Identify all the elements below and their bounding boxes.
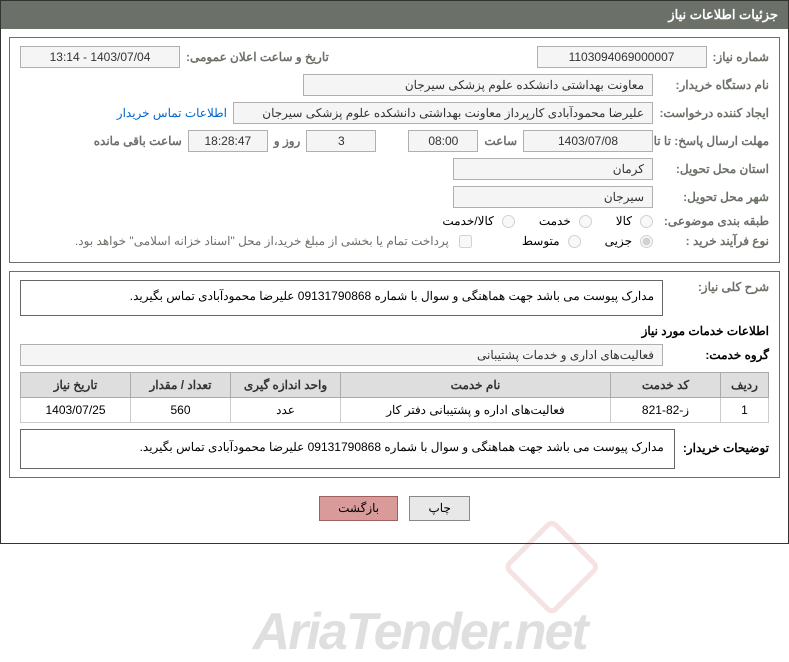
days-value: 3 xyxy=(306,130,376,152)
radio-both[interactable]: کالا/خدمت xyxy=(442,214,514,228)
remaining-label: ساعت باقی مانده xyxy=(94,134,182,148)
button-row: چاپ بازگشت xyxy=(9,486,780,535)
buyer-notes-label: توضیحات خریدار: xyxy=(683,429,769,455)
general-desc-text: مدارک پیوست می باشد جهت هماهنگی و سوال ب… xyxy=(20,280,663,316)
buyer-notes-text: مدارک پیوست می باشد جهت هماهنگی و سوال ب… xyxy=(20,429,675,469)
info-panel: شماره نیاز: 1103094069000007 تاریخ و ساع… xyxy=(9,37,780,263)
city-label: شهر محل تحویل: xyxy=(659,190,769,204)
th-code: کد خدمت xyxy=(611,373,721,398)
watermark: AriaTender.net xyxy=(202,532,587,662)
process-label: نوع فرآیند خرید : xyxy=(659,234,769,248)
detail-panel: AriaTender.net شرح کلی نیاز: مدارک پیوست… xyxy=(9,271,780,478)
treasury-checkbox[interactable]: پرداخت تمام یا بخشی از مبلغ خرید،از محل … xyxy=(75,234,472,248)
print-button[interactable]: چاپ xyxy=(409,496,469,521)
province-value: کرمان xyxy=(453,158,653,180)
th-unit: واحد اندازه گیری xyxy=(231,373,341,398)
days-and-label: روز و xyxy=(274,134,301,148)
countdown: 18:28:47 xyxy=(188,130,268,152)
subject-class-label: طبقه بندی موضوعی: xyxy=(659,214,769,228)
deadline-label: مهلت ارسال پاسخ: تا تاریخ: xyxy=(659,134,769,148)
requester-label: ایجاد کننده درخواست: xyxy=(659,106,769,120)
time-label: ساعت xyxy=(484,134,517,148)
services-title: اطلاعات خدمات مورد نیاز xyxy=(20,324,769,338)
th-qty: تعداد / مقدار xyxy=(131,373,231,398)
th-date: تاریخ نیاز xyxy=(21,373,131,398)
need-no-value: 1103094069000007 xyxy=(537,46,707,68)
buyer-label: نام دستگاه خریدار: xyxy=(659,78,769,92)
th-row: ردیف xyxy=(721,373,769,398)
radio-goods[interactable]: کالا xyxy=(616,214,653,228)
general-desc-label: شرح کلی نیاز: xyxy=(669,280,769,294)
deadline-date: 1403/07/08 xyxy=(523,130,653,152)
radio-service[interactable]: خدمت xyxy=(539,214,592,228)
province-label: استان محل تحویل: xyxy=(659,162,769,176)
back-button[interactable]: بازگشت xyxy=(319,496,398,521)
deadline-time: 08:00 xyxy=(408,130,478,152)
need-no-label: شماره نیاز: xyxy=(713,50,769,64)
requester-value: علیرضا محمودآبادی کارپرداز معاونت بهداشت… xyxy=(233,102,653,124)
content: شماره نیاز: 1103094069000007 تاریخ و ساع… xyxy=(1,29,788,543)
contact-link[interactable]: اطلاعات تماس خریدار xyxy=(117,106,227,120)
city-value: سیرجان xyxy=(453,186,653,208)
buyer-value: معاونت بهداشتی دانشکده علوم پزشکی سیرجان xyxy=(303,74,653,96)
announce-label: تاریخ و ساعت اعلان عمومی: xyxy=(186,50,329,64)
announce-value: 1403/07/04 - 13:14 xyxy=(20,46,180,68)
service-group-label: گروه خدمت: xyxy=(669,348,769,362)
radio-medium[interactable]: متوسط xyxy=(522,234,581,248)
page-title: جزئیات اطلاعات نیاز xyxy=(1,1,788,29)
table-row: 1 ز-82-821 فعالیت‌های اداره و پشتیبانی د… xyxy=(21,398,769,423)
service-group-value: فعالیت‌های اداری و خدمات پشتیبانی xyxy=(20,344,663,366)
radio-small[interactable]: جزیی xyxy=(605,234,653,248)
services-table: ردیف کد خدمت نام خدمت واحد اندازه گیری ت… xyxy=(20,372,769,423)
main-container: جزئیات اطلاعات نیاز شماره نیاز: 11030940… xyxy=(0,0,789,544)
th-name: نام خدمت xyxy=(341,373,611,398)
